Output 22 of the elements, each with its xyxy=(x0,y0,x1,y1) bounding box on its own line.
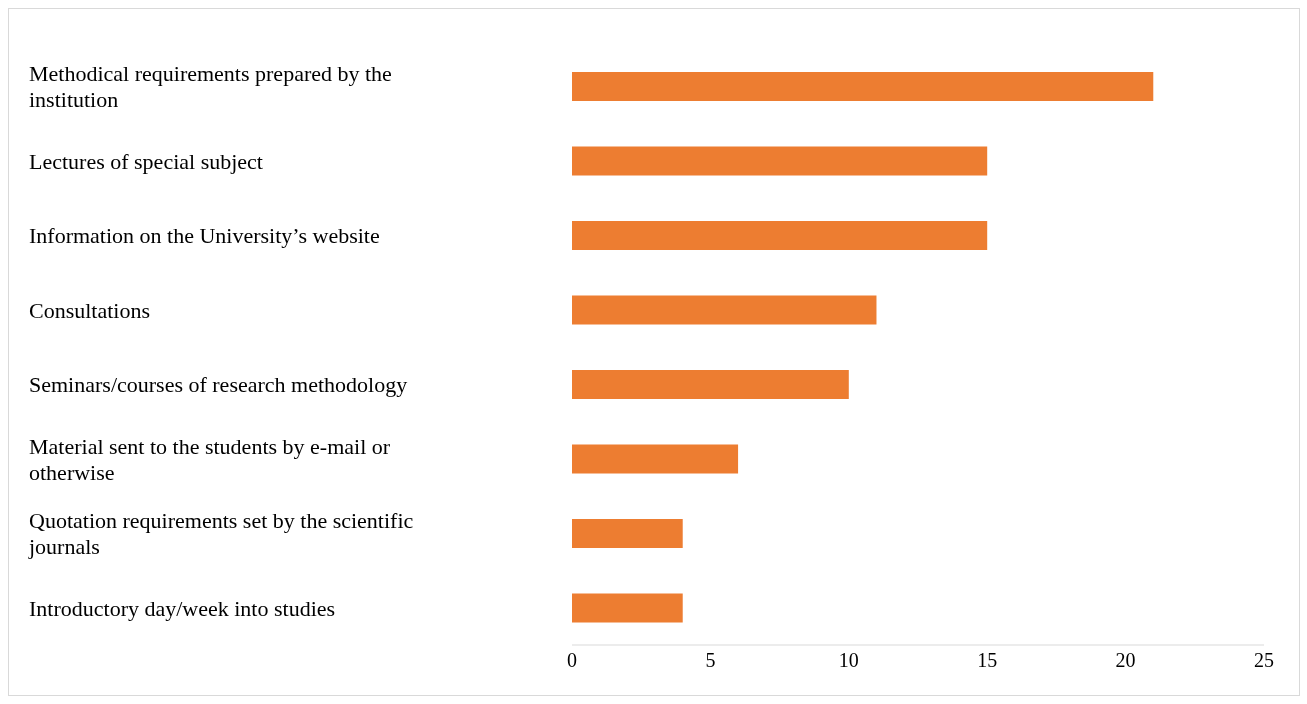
x-tick-label: 25 xyxy=(1254,649,1274,672)
y-tick-label: Quotation requirements set by the scientific journals xyxy=(28,507,414,559)
y-tick-label: Consultations xyxy=(29,297,151,323)
y-tick-label: Material sent to the students by e-mail or otherwise xyxy=(29,433,391,485)
x-tick-label: 15 xyxy=(977,649,998,672)
bar xyxy=(572,519,683,548)
bar xyxy=(572,444,739,474)
bar xyxy=(572,370,849,399)
y-tick-label: Methodical requirements prepared by the institution xyxy=(29,60,392,112)
bar xyxy=(572,593,683,623)
x-tick-label: 0 xyxy=(567,649,577,672)
x-tick-label: 5 xyxy=(705,649,716,672)
y-tick-label: Seminars/courses of research methodology xyxy=(29,371,408,397)
y-tick-label: Information on the University’s website xyxy=(29,222,380,248)
x-tick-label: 20 xyxy=(1115,649,1136,672)
y-tick-label: Lectures of special subject xyxy=(29,148,263,174)
bar xyxy=(572,221,988,250)
x-tick-label: 10 xyxy=(838,649,859,672)
bar xyxy=(572,295,877,325)
bar xyxy=(572,72,1154,101)
bar xyxy=(572,146,988,176)
y-tick-label: Introductory day/week into studies xyxy=(29,595,336,621)
